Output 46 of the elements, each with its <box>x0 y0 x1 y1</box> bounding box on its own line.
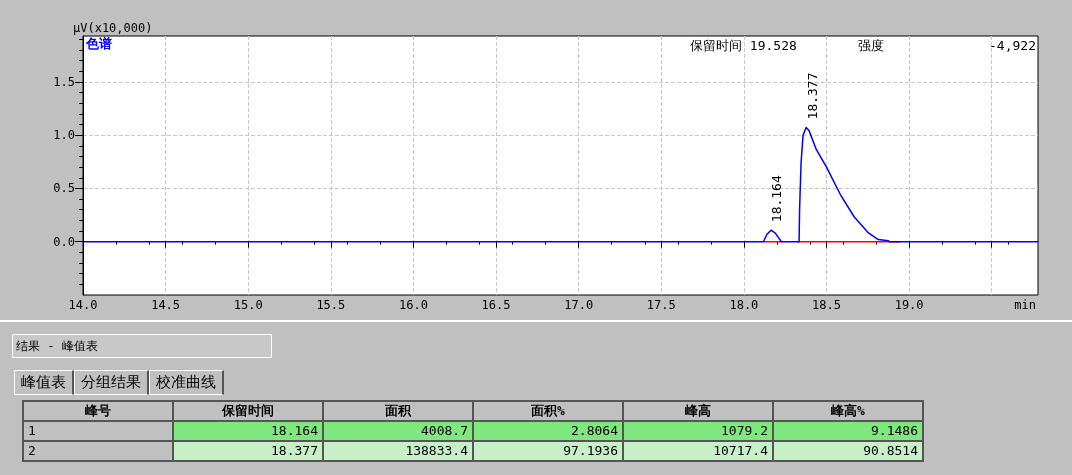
text: 2.8064 <box>473 421 623 441</box>
y-axis-title: μV(x10,000) <box>73 21 153 35</box>
annotation: 色谱 <box>85 36 112 51</box>
annotation: 强度 <box>858 38 884 53</box>
text: 138833.4 <box>323 441 473 461</box>
y-tick-label: 0.5 <box>53 181 75 196</box>
text: 峰号 <box>23 401 173 421</box>
x-tick-label: 14.5 <box>151 298 181 312</box>
text: 峰高 <box>623 401 773 421</box>
text: 10717.4 <box>623 441 773 461</box>
x-tick-label: 15.0 <box>233 298 263 312</box>
text: 1079.2 <box>623 421 773 441</box>
text: 面积 <box>323 401 473 421</box>
text: 1 <box>23 421 173 441</box>
text: 97.1936 <box>473 441 623 461</box>
text: 校准曲线 <box>149 370 224 395</box>
x-tick-label: 17.5 <box>646 298 676 312</box>
text: 90.8514 <box>773 441 923 461</box>
x-tick-label: 17.0 <box>564 298 594 312</box>
y-tick-label: 1.5 <box>53 74 75 89</box>
y-tick-label: 1.0 <box>53 128 75 143</box>
x-tick-label: 19.0 <box>894 298 924 312</box>
text: 18.377 <box>173 441 323 461</box>
annotation: -4,922 <box>989 38 1037 53</box>
text: 保留时间 <box>173 401 323 421</box>
annotation: 保留时间 19.528 <box>690 38 797 53</box>
x-tick-label: 18.5 <box>812 298 841 312</box>
text: 9.1486 <box>773 421 923 441</box>
y-tick-label: 0.0 <box>53 234 75 249</box>
text: 18.164 <box>173 421 323 441</box>
text: 峰值表 <box>14 370 74 395</box>
text: 结果 - 峰值表 <box>12 334 272 358</box>
x-tick-label: 16.0 <box>399 298 428 312</box>
x-axis-title: min <box>1014 298 1037 312</box>
x-tick-label: 18.0 <box>729 298 759 312</box>
x-tick-label: 16.5 <box>481 298 511 312</box>
x-tick-label: 15.5 <box>316 298 346 312</box>
text: 2 <box>23 441 173 461</box>
text: 峰高% <box>773 401 923 421</box>
text: 面积% <box>473 401 623 421</box>
text: 4008.7 <box>323 421 473 441</box>
x-tick-label: 14.0 <box>68 298 98 312</box>
line-series <box>82 126 1039 243</box>
annotation: 18.164 <box>769 175 785 223</box>
annotation: 18.377 <box>804 72 820 120</box>
text: 分组结果 <box>74 370 149 395</box>
